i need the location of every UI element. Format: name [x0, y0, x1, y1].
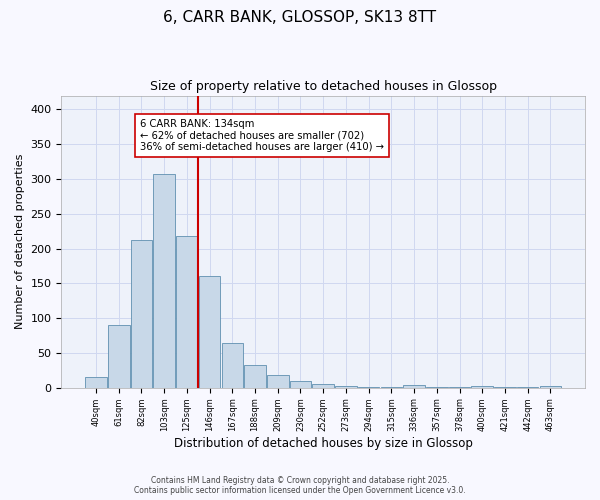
Bar — [221, 342, 243, 388]
Bar — [85, 378, 107, 388]
Bar — [403, 385, 425, 388]
Bar — [176, 236, 197, 388]
Text: Contains HM Land Registry data © Crown copyright and database right 2025.
Contai: Contains HM Land Registry data © Crown c… — [134, 476, 466, 495]
Bar — [426, 387, 448, 388]
Bar — [290, 382, 311, 388]
Bar — [199, 276, 220, 388]
Bar — [154, 174, 175, 388]
Title: Size of property relative to detached houses in Glossop: Size of property relative to detached ho… — [150, 80, 497, 93]
Bar — [472, 386, 493, 388]
Bar — [380, 387, 402, 388]
Bar — [244, 366, 266, 388]
Bar — [358, 387, 379, 388]
Bar — [335, 386, 357, 388]
Bar — [313, 384, 334, 388]
Bar — [108, 325, 130, 388]
Text: 6, CARR BANK, GLOSSOP, SK13 8TT: 6, CARR BANK, GLOSSOP, SK13 8TT — [163, 10, 437, 25]
Bar — [517, 387, 538, 388]
Text: 6 CARR BANK: 134sqm
← 62% of detached houses are smaller (702)
36% of semi-detac: 6 CARR BANK: 134sqm ← 62% of detached ho… — [140, 119, 384, 152]
Bar — [449, 387, 470, 388]
Bar — [131, 240, 152, 388]
Bar — [494, 387, 516, 388]
Y-axis label: Number of detached properties: Number of detached properties — [15, 154, 25, 330]
X-axis label: Distribution of detached houses by size in Glossop: Distribution of detached houses by size … — [174, 437, 473, 450]
Bar — [539, 386, 561, 388]
Bar — [267, 375, 289, 388]
